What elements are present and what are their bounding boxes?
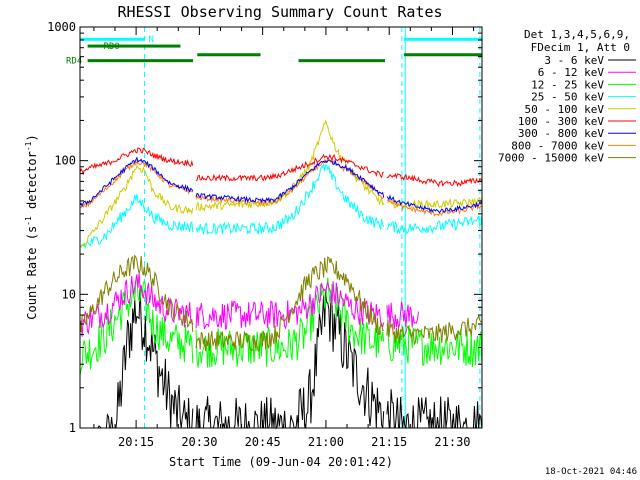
footer-timestamp: 18-Oct-2021 04:46 — [545, 467, 637, 477]
y-axis-label: Count Rate (s-1 detector-1) — [24, 134, 39, 319]
legend-label: 3 - 6 keV — [544, 54, 604, 67]
event-bars: N RD0 RD4 — [66, 27, 482, 428]
series-line — [79, 163, 483, 250]
decimation-bar-label: RD4 — [66, 57, 82, 67]
decimation-bar — [87, 44, 181, 48]
x-axis-label: Start Time (09-Jun-04 20:01:42) — [169, 455, 393, 469]
legend-label: 50 - 100 keV — [525, 103, 605, 116]
y-axis-label-exponent: -1 — [24, 216, 33, 226]
x-tick-label: 21:00 — [308, 435, 344, 449]
legend-label: 7000 - 15000 keV — [498, 152, 604, 165]
y-tick-label: 100 — [54, 154, 76, 168]
decimation-bar — [87, 59, 194, 63]
decimation-bar — [197, 53, 261, 57]
y-axis-label-part: Count Rate (s — [25, 226, 39, 320]
legend-label: 800 - 7000 keV — [511, 139, 604, 152]
x-tick-label: 21:15 — [371, 435, 407, 449]
plot-frame — [79, 26, 483, 429]
legend-label: 300 - 800 keV — [518, 127, 604, 140]
y-axis-label-exponent: -1 — [24, 141, 33, 151]
series-line — [79, 147, 483, 188]
night-bar-label: N — [149, 35, 154, 45]
x-tick-label: 20:15 — [118, 435, 154, 449]
legend-header-line: FDecim 1, Att 0 — [531, 41, 630, 54]
series-line — [79, 156, 483, 214]
series-line — [79, 254, 482, 352]
y-axis-label-part: ) — [25, 134, 39, 141]
x-axis: 20:15 20:30 20:45 21:00 21:15 21:30 — [93, 27, 475, 449]
x-tick-label: 20:30 — [181, 435, 217, 449]
legend-label: 25 - 50 keV — [531, 91, 604, 104]
chart-title: RHESSI Observing Summary Count Rates — [117, 3, 442, 21]
legend: Det 1,3,4,5,6,9, FDecim 1, Att 0 3 - 6 k… — [498, 28, 636, 165]
x-tick-label: 20:45 — [245, 435, 281, 449]
y-axis: 1 10 100 1000 — [47, 20, 482, 435]
y-tick-label: 10 — [62, 287, 76, 301]
legend-header-line: Det 1,3,4,5,6,9, — [524, 28, 630, 41]
x-tick-label: 21:30 — [434, 435, 470, 449]
night-bar — [80, 37, 145, 41]
decimation-bar — [298, 59, 385, 63]
y-tick-label: 1 — [69, 421, 76, 435]
legend-label: 100 - 300 keV — [518, 115, 604, 128]
legend-label: 12 - 25 keV — [531, 78, 604, 91]
night-bar — [403, 37, 482, 41]
decimation-bar-label: RD0 — [104, 42, 120, 52]
y-axis-label-part: detector — [25, 151, 39, 216]
y-tick-label: 1000 — [47, 20, 76, 34]
legend-label: 6 - 12 keV — [538, 66, 605, 79]
decimation-bar — [403, 53, 482, 57]
